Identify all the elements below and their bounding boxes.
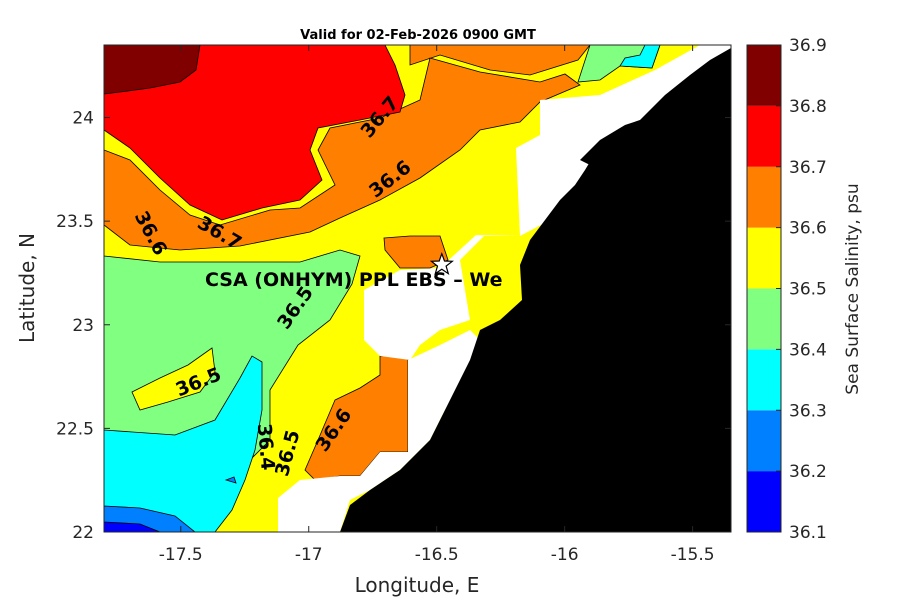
map-axes-frame — [103, 44, 732, 533]
colorbar-swatch — [747, 227, 781, 289]
colorbar-tick-label: 36.5 — [789, 280, 827, 300]
salinity-band-36-6 — [104, 45, 591, 251]
colorbar-swatch — [747, 288, 781, 350]
x-tick-label: -16.5 — [415, 545, 459, 565]
colorbar-tick-label: 36.2 — [789, 462, 827, 482]
colorbar-tick-label: 36.6 — [789, 219, 827, 239]
colorbar-swatch — [747, 166, 781, 228]
colorbar-swatch — [747, 410, 781, 472]
colorbar-tick-label: 36.3 — [789, 401, 827, 421]
station-label: CSA (ONHYM) PPL EBS – We — [205, 269, 503, 291]
contour-label: 36.4 — [253, 423, 279, 472]
map-title: Valid for 02-Feb-2026 0900 GMT — [300, 28, 536, 43]
colorbar-swatch — [747, 471, 781, 532]
coastal-island — [580, 120, 640, 165]
colorbar-tick-label: 36.4 — [789, 340, 827, 360]
y-tick-label: 23.5 — [56, 212, 94, 232]
salinity-band-36-7 — [104, 45, 406, 221]
y-tick-label: 23 — [72, 316, 94, 336]
station-marker — [429, 251, 454, 276]
y-axis-ticks: 22 22.5 23 23.5 24 — [56, 109, 731, 543]
star-icon — [429, 251, 454, 276]
x-axis-ticks: -17.5 -17 -16.5 -16 -15.5 — [159, 45, 715, 565]
colorbar-swatch — [747, 349, 781, 411]
salinity-band-36-2-patch — [224, 476, 237, 484]
colorbar-tick-label: 36.9 — [789, 36, 827, 56]
coastline-land — [340, 48, 731, 532]
colorbar-swatch — [747, 105, 781, 167]
salinity-band-36-5-tongue — [131, 347, 216, 411]
colorbar-swatch — [747, 45, 781, 106]
x-tick-label: -17.5 — [159, 545, 203, 565]
colorbar-tick-label: 36.1 — [789, 523, 827, 543]
no-data-region-south — [278, 330, 480, 532]
salinity-band-36-1 — [104, 521, 161, 532]
colorbar: 36.1 36.2 36.3 36.4 36.5 36.6 36.7 36.8 36.9 — [746, 36, 827, 543]
salinity-band-36-3-northeast — [619, 45, 661, 69]
salinity-band-36-8 — [104, 45, 201, 95]
y-tick-label: 24 — [72, 109, 94, 129]
map-plot-area — [104, 45, 731, 532]
colorbar-tick-label: 36.7 — [789, 158, 827, 178]
colorbar-tick-label: 36.8 — [789, 97, 827, 117]
x-tick-label: -15.5 — [671, 545, 715, 565]
y-axis-label: Latitude, N — [15, 233, 39, 343]
x-tick-label: -17 — [295, 545, 323, 565]
x-tick-label: -16 — [551, 545, 579, 565]
y-tick-label: 22.5 — [56, 419, 94, 439]
salinity-band-36-3 — [104, 355, 263, 532]
y-tick-label: 22 — [72, 523, 94, 543]
x-axis-label: Longitude, E — [355, 573, 480, 597]
colorbar-label: Sea Surface Salinity, psu — [843, 183, 863, 394]
